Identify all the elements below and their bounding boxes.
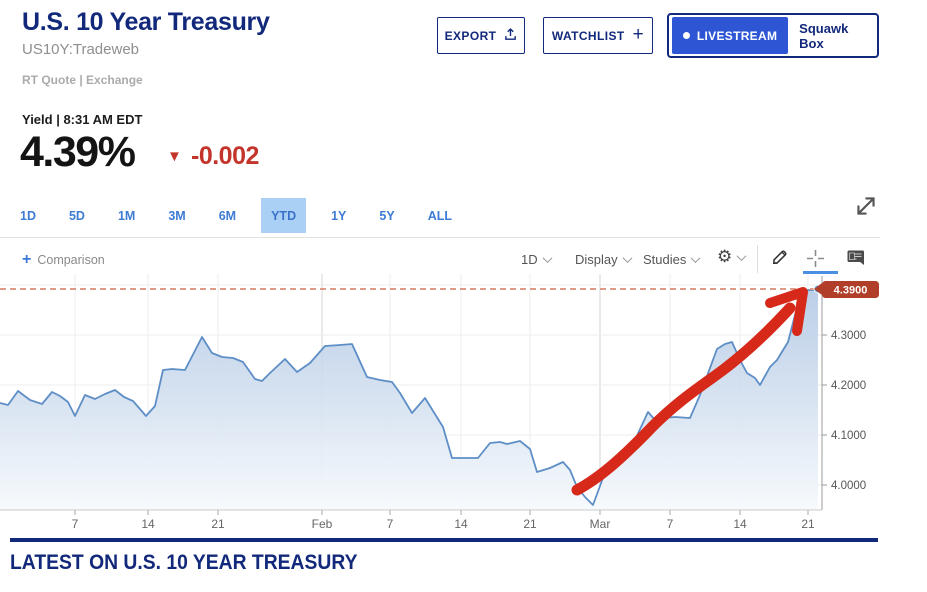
chevron-down-icon (542, 253, 553, 264)
comment-icon (847, 250, 864, 265)
last-price-badge (822, 281, 879, 298)
livestream-show-name[interactable]: Squawk Box (799, 20, 849, 51)
symbol-label: US10Y:Tradeweb (22, 41, 140, 58)
x-axis-label: Feb (312, 517, 333, 531)
tab-6m[interactable]: 6M (218, 208, 237, 223)
comment-tool-button[interactable] (847, 250, 865, 271)
tab-1y[interactable]: 1Y (331, 208, 347, 223)
export-button[interactable]: EXPORT (437, 17, 525, 54)
active-tool-underline (803, 271, 838, 274)
crosshair-tool-button[interactable] (806, 249, 825, 273)
x-axis-label: 7 (387, 517, 394, 531)
x-axis-label: 7 (667, 517, 674, 531)
last-price-badge-notch (814, 283, 822, 295)
export-icon (504, 27, 517, 44)
x-axis-label: 14 (454, 517, 468, 531)
watchlist-button-label: WATCHLIST (551, 28, 625, 43)
watchlist-button[interactable]: WATCHLIST + (543, 17, 653, 54)
quote-value: 4.39% (20, 128, 136, 176)
tab-all[interactable]: ALL (427, 208, 452, 223)
expand-chart-icon[interactable] (852, 192, 880, 225)
tab-5d[interactable]: 5D (68, 208, 85, 223)
export-button-label: EXPORT (444, 28, 497, 43)
series-line (0, 288, 819, 506)
x-axis-label: 7 (72, 517, 79, 531)
interval-label: 1D (521, 252, 538, 267)
section-divider-bar (10, 538, 878, 542)
x-axis-label: 21 (211, 517, 225, 531)
chevron-down-icon (622, 253, 633, 264)
x-axis-label: Mar (590, 517, 611, 531)
y-axis-label: 4.3000 (831, 330, 866, 342)
quote-meta: RT Quote | Exchange (22, 73, 143, 87)
tab-1d[interactable]: 1D (20, 208, 36, 223)
drawn-arrow-shaft (571, 302, 796, 496)
x-axis-label: 21 (523, 517, 537, 531)
latest-news-heading: LATEST ON U.S. 10 YEAR TREASURY (10, 551, 358, 574)
livestream-button[interactable]: LIVESTREAM (672, 17, 789, 54)
display-dropdown[interactable]: Display (575, 252, 633, 267)
quote-time-label: Yield | 8:31 AM EDT (22, 112, 143, 127)
livestream-widget: LIVESTREAM Squawk Box (667, 13, 879, 58)
comparison-label: Comparison (37, 253, 105, 267)
series-area (0, 289, 818, 510)
tab-1m[interactable]: 1M (117, 208, 136, 223)
live-dot-icon (682, 32, 690, 39)
range-tabs: 1D 5D 1M 3M 6M YTD 1Y 5Y ALL (12, 198, 460, 233)
draw-tool-button[interactable] (770, 248, 789, 272)
crosshair-icon (807, 250, 824, 267)
x-axis-label: 14 (141, 517, 155, 531)
chevron-down-icon (736, 250, 747, 261)
page-title: U.S. 10 Year Treasury (22, 8, 270, 36)
y-axis-label: 4.0000 (831, 480, 866, 492)
studies-label: Studies (643, 252, 687, 267)
tab-5y[interactable]: 5Y (379, 208, 395, 223)
x-axis-label: 14 (733, 517, 747, 531)
last-price-badge-label: 4.3900 (834, 285, 868, 297)
y-axis-label: 4.2000 (831, 380, 866, 392)
gear-icon: ⚙ (717, 247, 733, 266)
tab-3m[interactable]: 3M (168, 208, 186, 223)
y-axis-label: 4.1000 (831, 430, 866, 442)
tabs-divider (0, 237, 880, 238)
tab-ytd[interactable]: YTD (261, 198, 307, 233)
plus-icon: + (632, 23, 645, 45)
x-axis-label: 21 (801, 517, 815, 531)
chart-settings-dropdown[interactable]: ⚙ (717, 247, 747, 267)
display-label: Display (575, 252, 618, 267)
toolbar-divider (757, 245, 758, 273)
interval-dropdown[interactable]: 1D (521, 252, 553, 267)
change-down-icon: ▼ (167, 148, 182, 165)
yield-chart[interactable]: 7 14 21 Feb 7 14 21 Mar 7 14 21 4.3000 4.2000 4.1000 4… (0, 270, 890, 536)
drawn-arrow-head (765, 287, 808, 336)
plus-icon: + (22, 251, 32, 268)
quote-change: -0.002 (191, 142, 259, 170)
chevron-down-icon (690, 253, 701, 264)
pencil-icon (772, 250, 787, 265)
livestream-label: LIVESTREAM (696, 28, 778, 43)
studies-dropdown[interactable]: Studies (643, 252, 701, 267)
comparison-button[interactable]: + Comparison (22, 251, 105, 269)
